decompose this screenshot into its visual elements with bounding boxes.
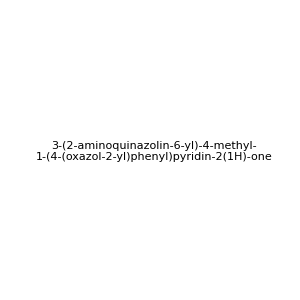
Text: 3-(2-aminoquinazolin-6-yl)-4-methyl-
1-(4-(oxazol-2-yl)phenyl)pyridin-2(1H)-one: 3-(2-aminoquinazolin-6-yl)-4-methyl- 1-(… <box>35 141 272 162</box>
